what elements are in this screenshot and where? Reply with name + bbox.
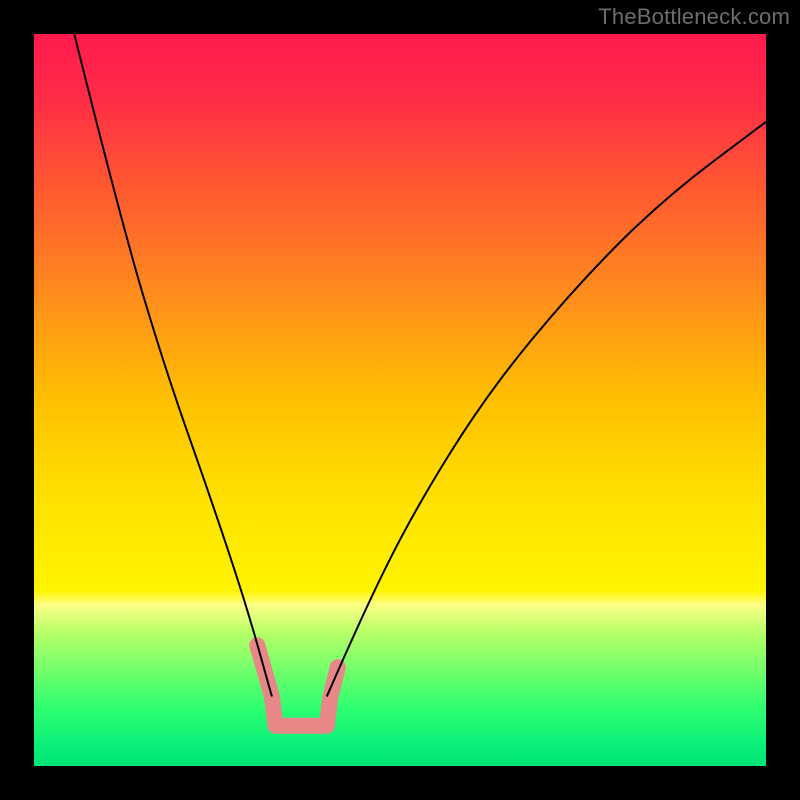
chart-plot-area — [34, 34, 766, 766]
bottleneck-curve-chart — [34, 34, 766, 766]
gradient-background — [34, 34, 766, 766]
watermark-text: TheBottleneck.com — [598, 4, 790, 30]
